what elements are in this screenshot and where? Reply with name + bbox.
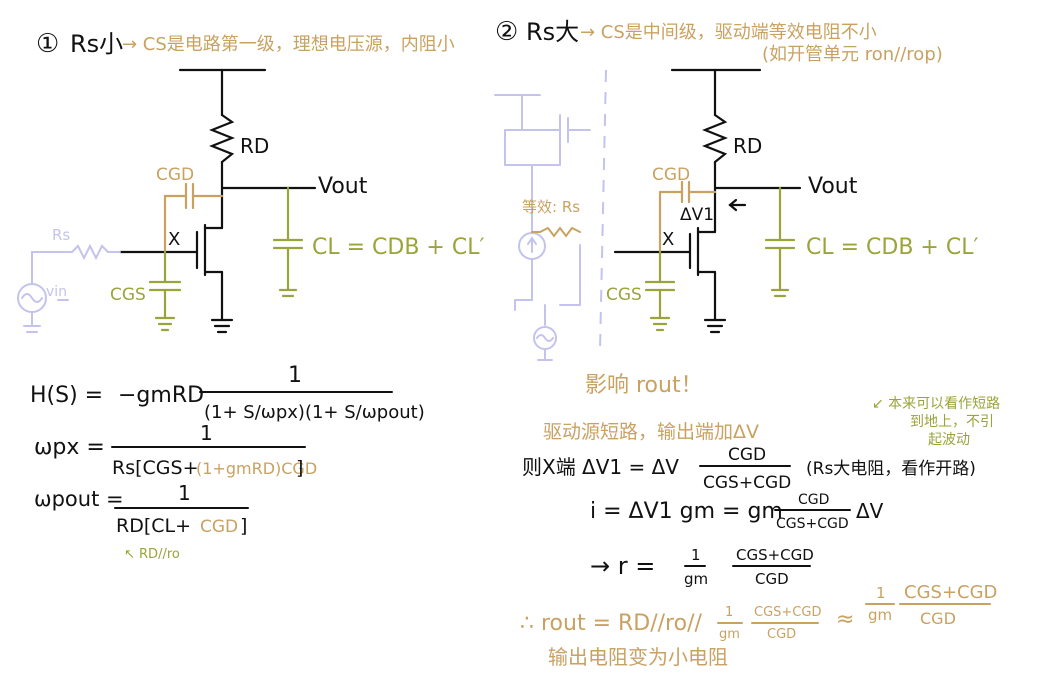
r-lhs: → r = xyxy=(590,552,655,580)
wpout-numerator: 1 xyxy=(178,481,191,505)
wpx-den-a: Rs[CGS+ xyxy=(112,457,198,479)
right-heading-label: Rs大 xyxy=(526,18,579,46)
left-rd-label: RD xyxy=(240,134,269,158)
wpout-den-cgd: CGD xyxy=(200,517,238,537)
right-rs xyxy=(531,226,581,238)
right-cgd-label: CGD xyxy=(652,165,690,185)
right-cgs xyxy=(644,250,676,332)
fraction-bars-gold xyxy=(717,603,991,624)
left-heading-number: ① xyxy=(36,29,59,59)
left-source xyxy=(17,243,121,333)
right-heading-note2: (如开管单元 ron//rop) xyxy=(762,44,943,65)
rout-n2: CGS+CGD xyxy=(754,605,821,620)
right-dv1-label: ΔV1 xyxy=(680,205,714,225)
right-vout-label: Vout xyxy=(808,174,858,199)
wpx-lhs: ωpx = xyxy=(34,435,105,460)
r-num1: 1 xyxy=(691,546,701,564)
dv1-numerator: CGD xyxy=(728,445,766,465)
right-rd-label: RD xyxy=(733,134,762,158)
wpx-den-miller: (1+gmRD)CGD xyxy=(196,459,317,478)
right-cl xyxy=(764,186,796,298)
rout-n1: 1 xyxy=(725,605,733,620)
side-note-3: 起波动 xyxy=(928,432,970,448)
left-heading-note: → CS是电路第一级，理想电压源，内阻小 xyxy=(122,34,455,55)
right-cl-label: CL = CDB + CL′ xyxy=(806,235,978,260)
fraction-bars xyxy=(111,391,851,567)
right-circuit xyxy=(613,68,802,334)
rout-lhs: ∴ rout = RD//ro// xyxy=(520,611,702,636)
right-node-x: X xyxy=(662,229,674,250)
i-denominator: CGS+CGD xyxy=(776,516,849,532)
left-cgd-label: CGD xyxy=(156,165,194,185)
sine-icon xyxy=(21,293,43,303)
wpout-lhs: ωpout = xyxy=(34,487,124,511)
right-driver-stage xyxy=(494,94,591,361)
left-cl-label: CL = CDB + CL′ xyxy=(312,235,484,260)
approx-n1: 1 xyxy=(876,584,886,602)
r-den2: CGD xyxy=(755,570,789,588)
rd-resistor-right xyxy=(702,113,728,164)
approx-d1: gm xyxy=(868,606,892,624)
rd-resistor-left xyxy=(209,113,235,164)
side-note-2: 到地上，不引 xyxy=(910,414,994,430)
summary-note: 输出电阻变为小电阻 xyxy=(548,645,728,669)
hs-numerator: 1 xyxy=(288,363,302,388)
approx-sign: ≈ xyxy=(836,607,854,632)
i-tail: ΔV xyxy=(856,499,884,523)
drive-short-note: 驱动源短路，输出端加ΔV xyxy=(543,421,759,443)
left-cgs-label: CGS xyxy=(110,285,146,305)
left-node-x: X xyxy=(168,229,180,250)
r-num2: CGS+CGD xyxy=(736,546,814,564)
left-circuit xyxy=(118,68,317,334)
approx-n2: CGS+CGD xyxy=(904,582,997,603)
rd-note: ↖ RD//ro xyxy=(124,547,180,562)
right-rs-note: 等效: Rs xyxy=(522,198,580,216)
dv1-note: (Rs大电阻，看作开路) xyxy=(806,459,976,479)
hs-gain: −gmRD xyxy=(118,383,204,408)
dv1-denominator: CGS+CGD xyxy=(703,473,791,493)
left-heading-label: Rs小 xyxy=(70,30,123,58)
wpx-numerator: 1 xyxy=(200,421,213,445)
i-numerator: CGD xyxy=(798,492,829,508)
left-cgd xyxy=(163,182,224,254)
i-lhs: i = ΔV1 gm = gm xyxy=(590,499,783,524)
left-rs-label: Rs xyxy=(52,226,70,244)
wpout-den-a: RD[CL+ xyxy=(116,515,191,537)
right-cgs-label: CGS xyxy=(606,285,642,305)
right-heading-note: → CS是中间级，驱动端等效电阻不小 xyxy=(580,22,877,43)
side-note-1: ↙ 本来可以看作短路 xyxy=(872,396,1000,412)
right-cgd xyxy=(658,180,717,254)
wpout-den-c: ] xyxy=(240,515,247,537)
left-cgs xyxy=(148,250,182,332)
rout-d2: CGD xyxy=(767,627,796,642)
hs-denominator: (1+ S/ωpx)(1+ S/ωpout) xyxy=(204,402,425,423)
approx-d2: CGD xyxy=(920,609,956,628)
section-divider xyxy=(599,69,607,351)
r-den1: gm xyxy=(684,570,708,588)
dv1-lhs: 则X端 ΔV1 = ΔV xyxy=(522,455,679,479)
right-heading-number: ② xyxy=(495,17,518,47)
rs-resistor-left xyxy=(31,243,121,285)
hs-lhs: H(S) = xyxy=(30,383,103,408)
affect-rout-note: 影响 rout！ xyxy=(585,373,703,398)
rout-d1: gm xyxy=(719,627,740,642)
left-vin-label: vin xyxy=(46,284,67,300)
left-vout-label: Vout xyxy=(318,174,368,199)
left-cl xyxy=(272,186,304,298)
wpx-den-c: ] xyxy=(296,457,303,479)
